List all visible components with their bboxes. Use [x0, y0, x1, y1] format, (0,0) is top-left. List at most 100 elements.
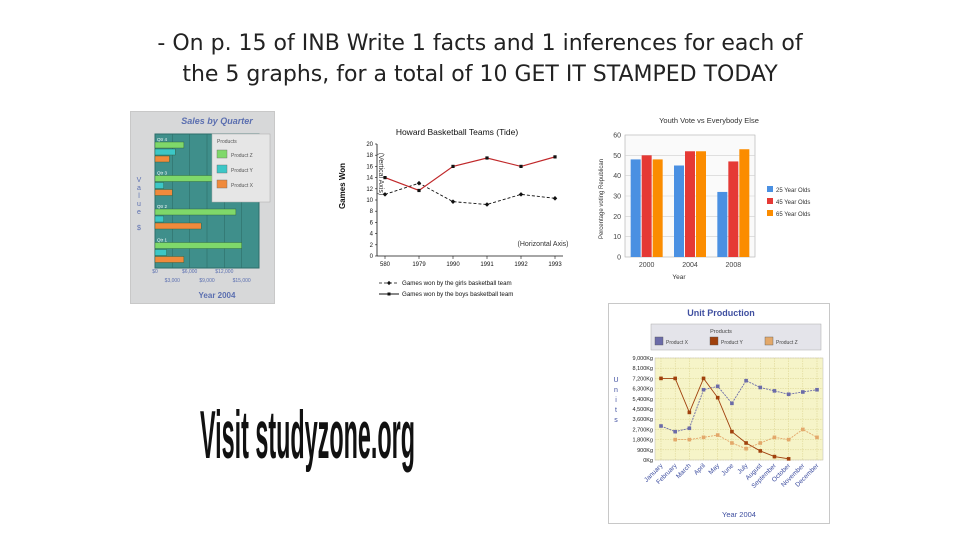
sales-by-quarter-svg: Sales by Quarter Qtr 1 Qtr 2 Qtr 3 Qtr 4 Pr… — [137, 116, 271, 300]
data-point — [730, 441, 734, 445]
data-point — [450, 199, 456, 204]
x-tick-label: 580 — [380, 262, 391, 268]
data-point — [687, 437, 692, 442]
x-axis-label: Year 2004 — [199, 291, 236, 300]
data-point — [659, 424, 663, 428]
y-tick-label: 0 — [370, 254, 374, 260]
data-point — [701, 387, 706, 392]
y-axis-letter: V — [137, 177, 142, 184]
x-tick-label: $15,000 — [233, 278, 251, 284]
data-point — [701, 435, 706, 440]
legend-swatch — [216, 179, 228, 189]
data-point — [519, 164, 523, 168]
x-tick-label: $0 — [152, 269, 158, 275]
x-tick-label: May — [708, 462, 722, 476]
x-tick-label: April — [693, 462, 708, 477]
series-line — [660, 380, 818, 433]
y-axis-letter: s — [614, 417, 618, 424]
y-axis-letter: e — [137, 209, 141, 216]
legend-swatch — [709, 336, 719, 346]
y-tick-label: 40 — [613, 173, 621, 180]
data-point — [815, 387, 819, 392]
bar — [154, 182, 164, 189]
x-tick-label: $3,000 — [165, 278, 181, 284]
logo-text: Visit studyzone.org — [200, 397, 415, 472]
data-point — [553, 155, 557, 159]
bar — [674, 165, 684, 257]
x-tick-label: 1991 — [480, 262, 494, 268]
y-tick-label: 3,600Kg — [633, 417, 654, 423]
x-tick-label: 1990 — [446, 262, 460, 268]
y-axis-letter: l — [138, 193, 140, 200]
y-axis-letter: n — [614, 387, 618, 394]
category-label: Qtr 2 — [157, 204, 167, 209]
data-point — [659, 376, 663, 381]
y-axis-label: Percentage voting Republican — [599, 159, 605, 239]
category-label: Qtr 3 — [157, 171, 167, 176]
legend-label: Product Z — [776, 340, 798, 346]
data-point — [772, 389, 777, 393]
x-tick-label: $9,000 — [199, 278, 215, 284]
x-tick-label: June — [720, 462, 735, 477]
data-point — [815, 435, 819, 440]
data-point — [758, 449, 763, 453]
y-tick-label: 1,800Kg — [633, 438, 654, 444]
data-point — [673, 429, 677, 434]
y-tick-label: 6 — [370, 220, 374, 226]
data-point — [687, 410, 692, 415]
y-tick-label: 16 — [366, 164, 373, 170]
bar — [717, 191, 728, 257]
slide-title: - On p. 15 of INB Write 1 facts and 1 in… — [100, 28, 860, 90]
sales-by-quarter-chart: Sales by Quarter Qtr 1 Qtr 2 Qtr 3 Qtr 4 Pr… — [130, 111, 275, 304]
data-point — [758, 385, 763, 390]
bar — [154, 141, 185, 149]
category-label: Qtr 4 — [157, 137, 167, 142]
legend-title: Products — [710, 329, 732, 335]
y-tick-label: 14 — [366, 176, 373, 182]
y-tick-label: 60 — [613, 133, 621, 140]
data-point — [673, 376, 677, 381]
category-label: Qtr 1 — [157, 238, 167, 243]
y-tick-label: 8 — [370, 209, 374, 215]
bar — [739, 149, 750, 257]
legend-label: Product Z — [231, 153, 253, 159]
y-tick-label: 12 — [366, 187, 373, 193]
x-tick-label: March — [675, 462, 693, 480]
x-tick-label: 1979 — [412, 262, 426, 268]
legend-label: 65 Year Olds — [776, 212, 810, 218]
chart-title: Unit Production — [687, 308, 755, 318]
legend-swatch — [767, 210, 773, 216]
data-point — [715, 384, 720, 389]
data-point — [772, 454, 777, 459]
data-point — [786, 457, 791, 461]
legend-label: 25 Year Olds — [776, 188, 810, 194]
legend-swatch — [767, 198, 773, 204]
youth-vote-svg: Youth Vote vs Everybody Else Percentage … — [599, 116, 810, 281]
data-point — [701, 376, 706, 381]
y-tick-label: 20 — [366, 142, 373, 148]
y-axis-letter: i — [615, 397, 617, 404]
x-tick-label: 2000 — [639, 262, 655, 269]
data-point — [451, 164, 455, 168]
legend-label: Product Y — [721, 340, 744, 346]
basketball-chart: Howard Basketball Teams (Tide) Games Won… — [335, 126, 575, 302]
series-line-girls — [384, 182, 556, 205]
x-axis-label: Year 2004 — [722, 510, 756, 519]
y-tick-label: 9,000Kg — [633, 356, 654, 362]
bar — [696, 151, 706, 257]
data-point — [552, 196, 558, 201]
unit-production-svg: Unit Production Products Product X Product… — [613, 308, 824, 519]
data-point — [730, 401, 734, 406]
y-tick-label: 900Kg — [637, 448, 653, 454]
legend-swatch — [216, 164, 228, 174]
y-axis-label: Games Won — [338, 163, 347, 209]
data-point — [673, 437, 677, 442]
data-point — [744, 378, 748, 383]
data-point — [484, 202, 490, 207]
youth-vote-chart: Youth Vote vs Everybody Else Percentage … — [595, 111, 825, 281]
y-tick-label: 2,700Kg — [633, 427, 654, 433]
legend-swatch — [216, 149, 228, 159]
data-point — [687, 426, 692, 431]
unit-production-chart: Unit Production Products Product X Product… — [608, 303, 830, 524]
legend-label: Product X — [231, 183, 254, 189]
